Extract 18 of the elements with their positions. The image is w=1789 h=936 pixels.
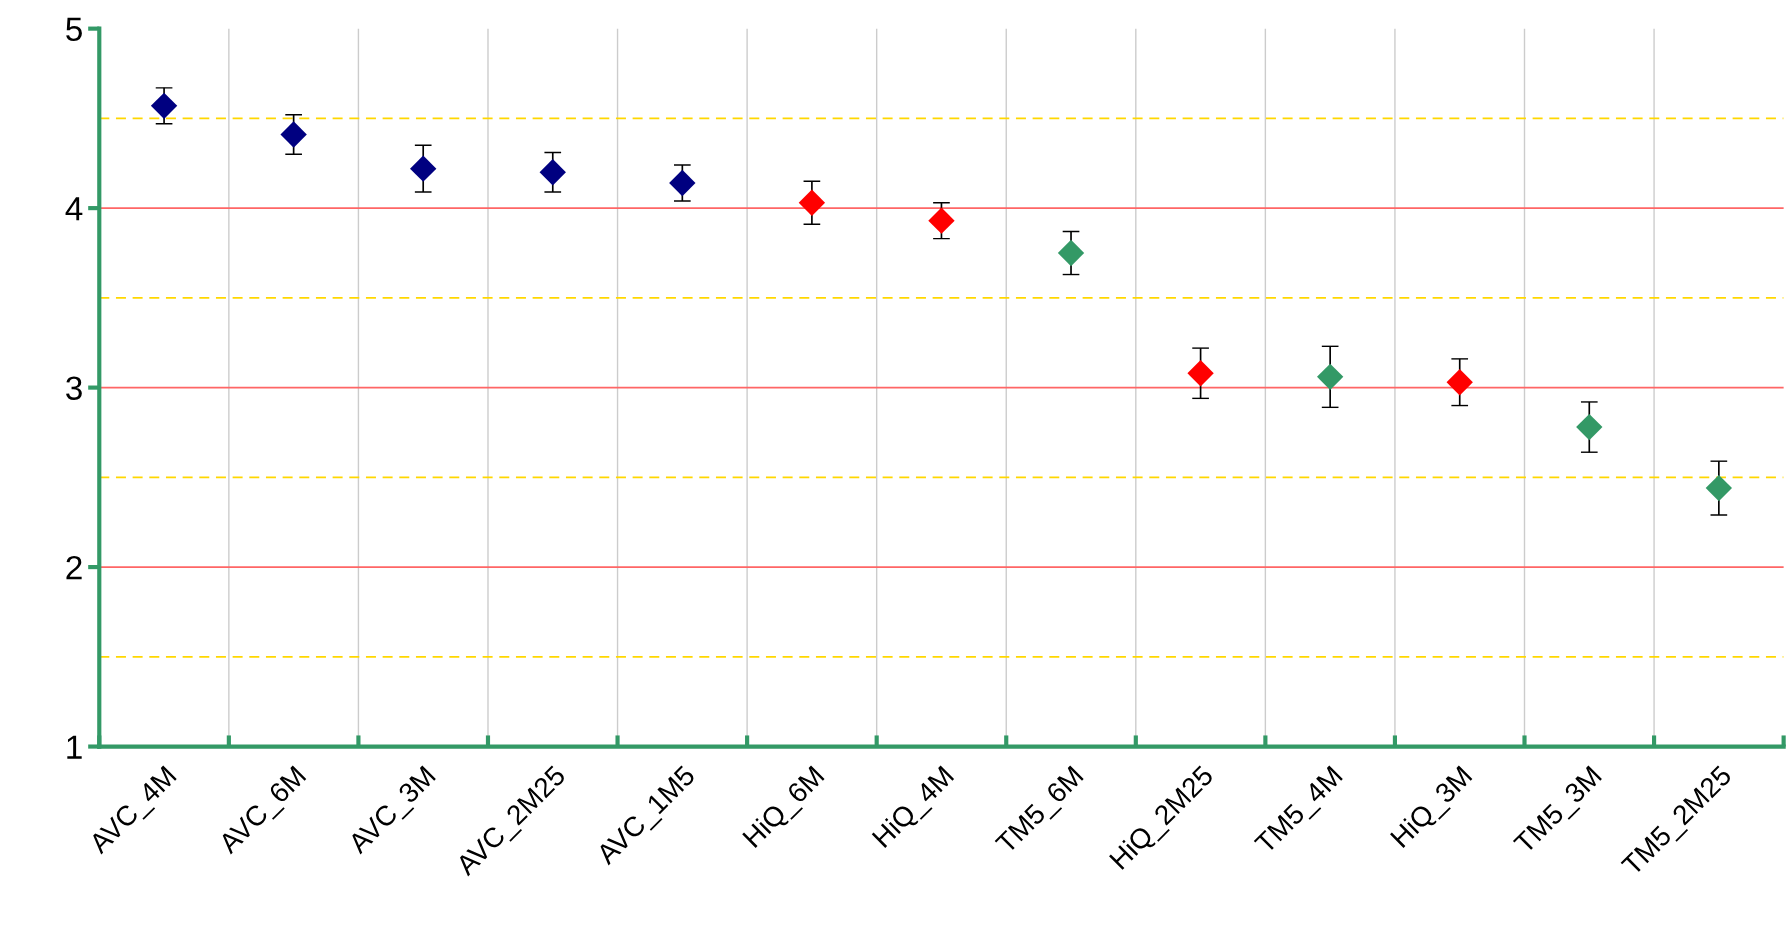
point	[539, 159, 566, 186]
point	[669, 169, 696, 197]
y-tick-label: 2	[66, 555, 82, 580]
point	[1187, 360, 1214, 387]
point	[1446, 369, 1473, 396]
y-tick-label: 1	[67, 735, 82, 759]
point	[798, 189, 826, 216]
point	[280, 121, 307, 148]
point	[150, 92, 178, 119]
point	[928, 207, 955, 234]
point	[1576, 413, 1603, 441]
point	[1057, 239, 1085, 267]
y-tick-label: 3	[66, 376, 82, 400]
y-tick-label: 5	[66, 17, 82, 42]
point	[410, 155, 437, 182]
point	[1316, 363, 1344, 391]
y-tick-label: 4	[65, 197, 83, 221]
point	[1705, 474, 1733, 502]
